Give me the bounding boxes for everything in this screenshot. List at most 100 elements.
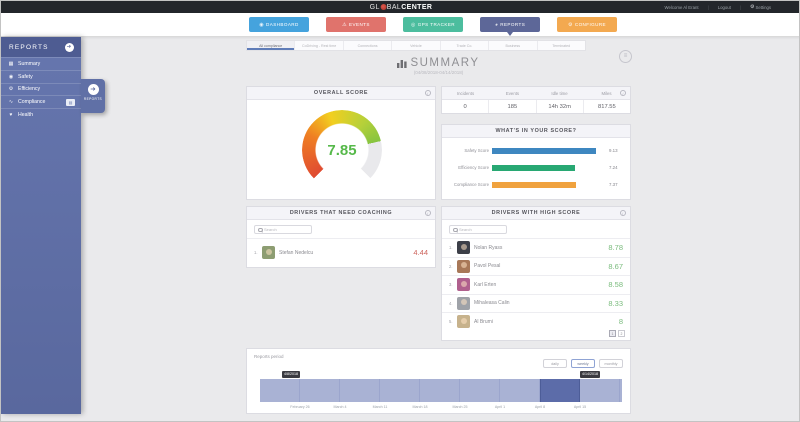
page-button-1[interactable]: 1 <box>609 330 616 337</box>
stat-value-miles: 817.55 <box>598 103 616 110</box>
nav-label: GPS TRACKER <box>417 22 455 27</box>
driver-score: 8.58 <box>608 280 623 290</box>
timeline-selection[interactable] <box>540 379 580 402</box>
reports-period-panel: Reports period daily weekly monthly 4/8/… <box>246 348 631 414</box>
sidebar-item-safety[interactable]: ◉ Safety <box>1 69 81 83</box>
stat-value-events: 185 <box>489 100 537 113</box>
page-button-2[interactable]: 2 <box>618 330 625 337</box>
driver-score: 8.78 <box>608 243 623 253</box>
driver-score: 4.44 <box>413 248 428 257</box>
driver-row-3[interactable]: 3. Karl Erten 8.58 <box>442 275 630 294</box>
driver-score: 8 <box>618 317 623 327</box>
driver-rank: 1. <box>254 250 258 255</box>
axis-label: April 15 <box>573 405 587 409</box>
info-icon[interactable]: i <box>425 90 431 96</box>
nav-dashboard-button[interactable]: ◉ DASHBOARD <box>249 17 309 32</box>
axis-label: March 11 <box>372 405 388 409</box>
driver-name: Karl Erten <box>474 281 497 288</box>
driver-rank: 5. <box>449 319 453 325</box>
monthly-button[interactable]: monthly <box>599 359 623 368</box>
bar-value: 7.37 <box>609 182 618 187</box>
driver-row-2[interactable]: 2. Pavol Pesal 8.67 <box>442 256 630 276</box>
overall-score-value: 7.85 <box>327 141 357 159</box>
page-title-block: SUMMARY (04/08/2018-04/14/2018) <box>246 57 631 75</box>
shield-icon: ◉ <box>8 73 14 80</box>
stat-header-idle-time: Idle time <box>551 90 568 96</box>
selection-end-tooltip: 4/14/2018 <box>580 371 600 378</box>
driver-rank: 2. <box>449 263 453 269</box>
tab-trade-co[interactable]: Trade Co. <box>441 41 490 50</box>
bar-label: Efficiency Score <box>458 165 489 170</box>
tab-business[interactable]: Business <box>489 41 538 50</box>
settings-label: Settings <box>755 4 771 10</box>
driver-row-1[interactable]: 1. Nolan Ryass 8.78 <box>442 238 630 257</box>
axis-label: March 25 <box>452 405 468 409</box>
dashboard-icon: ◉ <box>259 21 265 28</box>
driver-score: 8.67 <box>608 261 623 271</box>
driver-row-5[interactable]: 5. Al Brumi 8 <box>442 312 630 331</box>
daily-button[interactable]: daily <box>543 359 567 368</box>
tab-vehicle[interactable]: Vehicle <box>392 41 441 50</box>
info-icon[interactable]: i <box>425 210 431 216</box>
avatar <box>457 296 470 310</box>
overall-score-gauge <box>302 110 382 190</box>
axis-label: April 1 <box>494 405 506 409</box>
axis-label: March 18 <box>412 405 428 409</box>
export-icon[interactable]: ≡ <box>619 50 632 63</box>
info-icon[interactable]: i <box>620 210 626 216</box>
sidebar-item-label: Efficiency <box>18 86 41 93</box>
nav-reports-button[interactable]: ◕ REPORTS <box>480 17 540 36</box>
driver-rank: 4. <box>449 300 453 306</box>
sidebar-collapse-tab[interactable]: ➜ REPORTS <box>81 79 105 113</box>
compliance-badge-icon[interactable]: ▤ <box>66 98 75 106</box>
panel-title: OVERALL SCORE <box>313 90 369 96</box>
warning-icon: ⚠ <box>342 21 348 28</box>
stat-header-miles: Miles <box>601 90 612 96</box>
nav-events-button[interactable]: ⚠ EVENTS <box>326 17 386 32</box>
sidebar-item-health[interactable]: ♥ Health <box>1 108 81 121</box>
driver-row-4[interactable]: 4. Mihaleasa Calin 8.33 <box>442 293 630 313</box>
settings-link[interactable]: ⚙ Settings <box>750 4 771 10</box>
sidebar-item-summary[interactable]: ▦ Summary <box>1 57 81 70</box>
coaching-search-input[interactable] <box>264 227 308 232</box>
logo-text: GL <box>369 3 380 11</box>
sidebar-tab-label: REPORTS <box>83 97 103 101</box>
coaching-panel: DRIVERS THAT NEED COACHING i 1. Stefan N… <box>246 206 436 268</box>
stat-header-events: Events <box>505 90 520 96</box>
sidebar-item-label: Compliance <box>18 99 46 106</box>
coaching-search <box>254 225 312 234</box>
tab-connections[interactable]: Connections <box>344 41 393 50</box>
nav-configure-button[interactable]: ⚙ CONFIGURE <box>557 17 617 32</box>
sidebar-item-compliance[interactable]: ∿ Compliance ▤ <box>1 95 81 108</box>
driver-name: Pavol Pesal <box>474 263 501 270</box>
sidebar-item-label: Health <box>18 112 33 119</box>
logo-globe-icon <box>380 4 387 10</box>
info-icon[interactable]: i <box>620 90 626 96</box>
wave-icon: ∿ <box>8 99 14 106</box>
timeline-band[interactable]: 4/8/2018 4/14/2018 <box>260 371 622 402</box>
logo: GL BAL CENTER <box>370 1 433 13</box>
sidebar-item-efficiency[interactable]: ⚙ Efficiency <box>1 82 81 96</box>
report-subtabs: All compliance CoDriving - Rest time Con… <box>246 40 586 51</box>
avatar <box>457 259 470 273</box>
score-breakdown-panel: WHAT'S IN YOUR SCORE? Safety Score 9.13 … <box>441 124 631 200</box>
sidebar-header: REPORTS ➜ <box>1 37 81 57</box>
tab-codriving-rest-time[interactable]: CoDriving - Rest time <box>295 41 344 50</box>
tab-all-compliance[interactable]: All compliance <box>247 41 296 50</box>
stat-header-incidents: Incidents <box>456 90 475 96</box>
driver-name: Nolan Ryass <box>474 244 503 251</box>
avatar <box>457 315 470 329</box>
reports-sidebar: REPORTS ➜ ▦ Summary ◉ Safety ⚙ Efficienc… <box>1 37 81 414</box>
driver-score: 8.33 <box>608 298 623 308</box>
high-score-search-input[interactable] <box>459 227 503 232</box>
weekly-button[interactable]: weekly <box>571 359 595 368</box>
tab-terminated[interactable]: Terminated <box>552 43 571 48</box>
nav-gps-tracker-button[interactable]: ◎ GPS TRACKER <box>403 17 463 32</box>
nav-label: DASHBOARD <box>266 22 299 27</box>
coaching-driver-row[interactable]: 1. Stefan Nedelcu 4.44 <box>247 238 435 266</box>
reports-circle-icon[interactable]: ➜ <box>65 42 74 52</box>
page-title: SUMMARY <box>410 57 480 69</box>
bar-value: 7.24 <box>609 165 618 170</box>
logout-link[interactable]: Logout <box>717 4 731 10</box>
